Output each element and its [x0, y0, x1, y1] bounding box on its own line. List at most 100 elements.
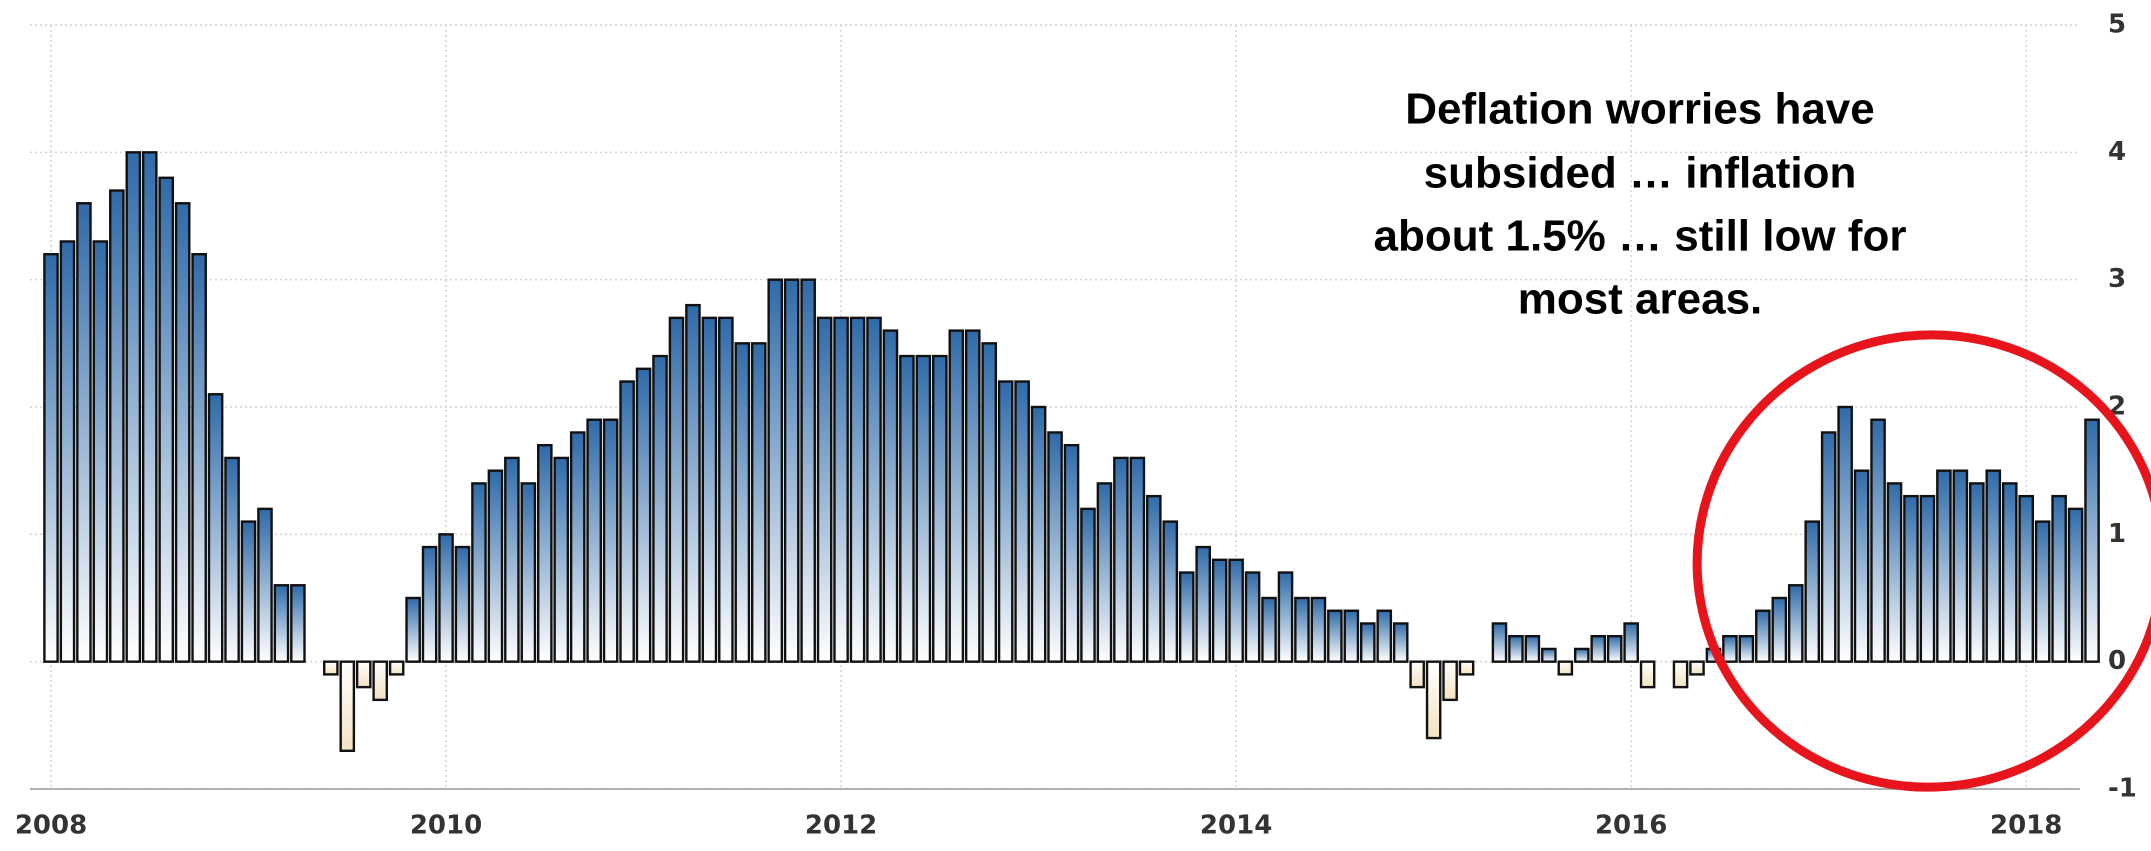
bar	[1738, 635, 1755, 663]
bar	[1294, 596, 1310, 663]
bar	[899, 354, 915, 663]
bar	[619, 380, 635, 663]
bar	[1244, 571, 1261, 663]
x-tick-label: 2018	[1990, 811, 2062, 841]
bar	[685, 303, 701, 663]
bar	[1936, 469, 1952, 663]
bar	[1508, 635, 1524, 663]
bar	[1096, 482, 1113, 663]
bar	[1689, 660, 1705, 676]
bar	[1722, 635, 1738, 663]
bar	[1886, 482, 1903, 663]
bar	[1837, 405, 1853, 663]
highlight-circle	[1692, 330, 2151, 792]
bar	[454, 545, 471, 663]
bar	[1820, 431, 1837, 663]
bar	[43, 252, 59, 663]
bar	[1162, 520, 1179, 663]
bar	[635, 367, 652, 663]
bar	[866, 316, 882, 663]
bar	[1310, 596, 1327, 663]
bar	[537, 444, 553, 663]
bar	[1985, 469, 2002, 663]
x-tick-label: 2012	[805, 811, 877, 841]
bar	[1425, 660, 1442, 740]
bar	[1359, 622, 1376, 663]
bar	[1376, 609, 1393, 663]
bar	[2067, 507, 2084, 663]
bar	[767, 278, 784, 663]
annotation: Deflation worries have subsided … inflat…	[1374, 85, 1907, 324]
bar	[207, 393, 224, 663]
bar	[405, 596, 421, 663]
bar	[1573, 647, 1590, 663]
bar	[1870, 418, 1886, 663]
bar	[1787, 584, 1804, 663]
y-tick-label: 3	[2108, 264, 2126, 294]
bar	[932, 354, 948, 663]
bar	[2034, 520, 2051, 663]
bar	[1771, 596, 1788, 663]
bar	[1623, 622, 1639, 663]
bar	[1524, 635, 1541, 663]
bar	[1195, 545, 1211, 663]
bar	[504, 456, 520, 663]
bar	[1952, 469, 1969, 663]
bar	[668, 316, 685, 663]
bar	[1442, 660, 1458, 702]
bar	[964, 329, 981, 663]
y-tick-label: 1	[2108, 519, 2126, 549]
bar	[487, 469, 504, 663]
bar	[355, 660, 372, 689]
bar	[1080, 507, 1096, 663]
y-tick-label: -1	[2108, 774, 2137, 804]
y-tick-label: 0	[2108, 646, 2126, 676]
annotation-line: most areas.	[1518, 275, 1763, 324]
x-tick-label: 2008	[15, 811, 87, 841]
bar	[1672, 660, 1689, 689]
bar	[2084, 418, 2100, 663]
bar	[1392, 622, 1409, 663]
bar	[701, 316, 718, 663]
bar	[1014, 380, 1030, 663]
bar	[1557, 660, 1574, 676]
bar	[224, 456, 240, 663]
bar	[421, 545, 438, 663]
bar	[109, 189, 125, 663]
x-tick-label: 2016	[1595, 811, 1667, 841]
annotation-line: Deflation worries have	[1405, 85, 1874, 134]
bar	[997, 380, 1014, 663]
bar	[273, 584, 290, 663]
bar	[438, 533, 454, 663]
bar	[602, 418, 619, 663]
bar	[1030, 405, 1047, 663]
bar	[158, 176, 175, 663]
bar	[734, 342, 751, 663]
bar	[339, 660, 356, 753]
annotation-line: about 1.5% … still low for	[1374, 212, 1907, 261]
bar	[240, 520, 257, 663]
annotation-line: subsided … inflation	[1424, 149, 1857, 198]
bar	[1639, 660, 1656, 689]
bar	[125, 151, 142, 663]
bar	[1211, 558, 1228, 663]
bar	[323, 660, 339, 676]
x-tick-label: 2014	[1200, 811, 1272, 841]
bar	[1261, 596, 1277, 663]
x-tick-label: 2010	[410, 811, 482, 841]
bar	[783, 278, 800, 663]
bar	[1113, 456, 1129, 663]
bar	[1228, 558, 1244, 663]
bar	[372, 660, 389, 702]
bar	[1606, 635, 1623, 663]
bar	[520, 482, 537, 663]
bar	[1129, 456, 1146, 663]
bar	[1327, 609, 1343, 663]
bar	[1590, 635, 1607, 663]
bar	[2051, 494, 2067, 663]
bar	[191, 252, 207, 663]
bar	[174, 202, 191, 663]
bar	[816, 316, 833, 663]
bar	[257, 507, 273, 663]
